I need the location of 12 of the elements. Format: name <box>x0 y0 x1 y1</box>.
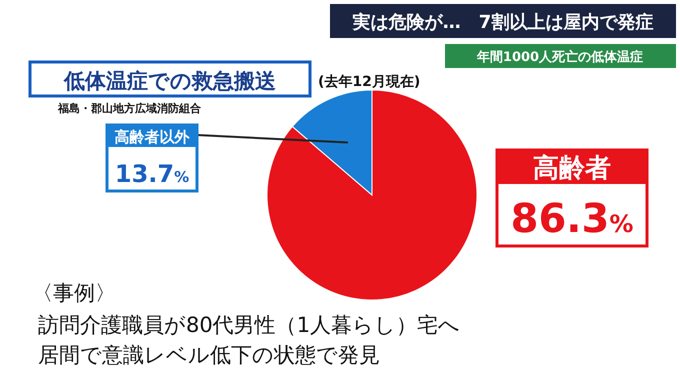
data-label: 86.3% <box>510 196 634 242</box>
chart-title: 低体温症での救急搬送 <box>63 69 276 93</box>
text: 居間で意識レベル低下の状態で発見 <box>38 343 380 367</box>
slice-label: 高齢者 <box>533 154 611 184</box>
text: (去年12月現在) <box>318 74 420 90</box>
slice-label: 高齢者以外 <box>114 128 190 146</box>
text: 年間1000人死亡の低体温症 <box>476 49 644 65</box>
text: 〈事例〉 <box>32 281 116 305</box>
text: 福島・郡山地方広域消防組合 <box>57 102 202 115</box>
text: 実は危険が… 7割以上は屋内で発症 <box>352 12 654 33</box>
data-label: 13.7% <box>114 160 190 188</box>
text: 訪問介護職員が80代男性（1人暮らし）宅へ <box>38 313 460 337</box>
